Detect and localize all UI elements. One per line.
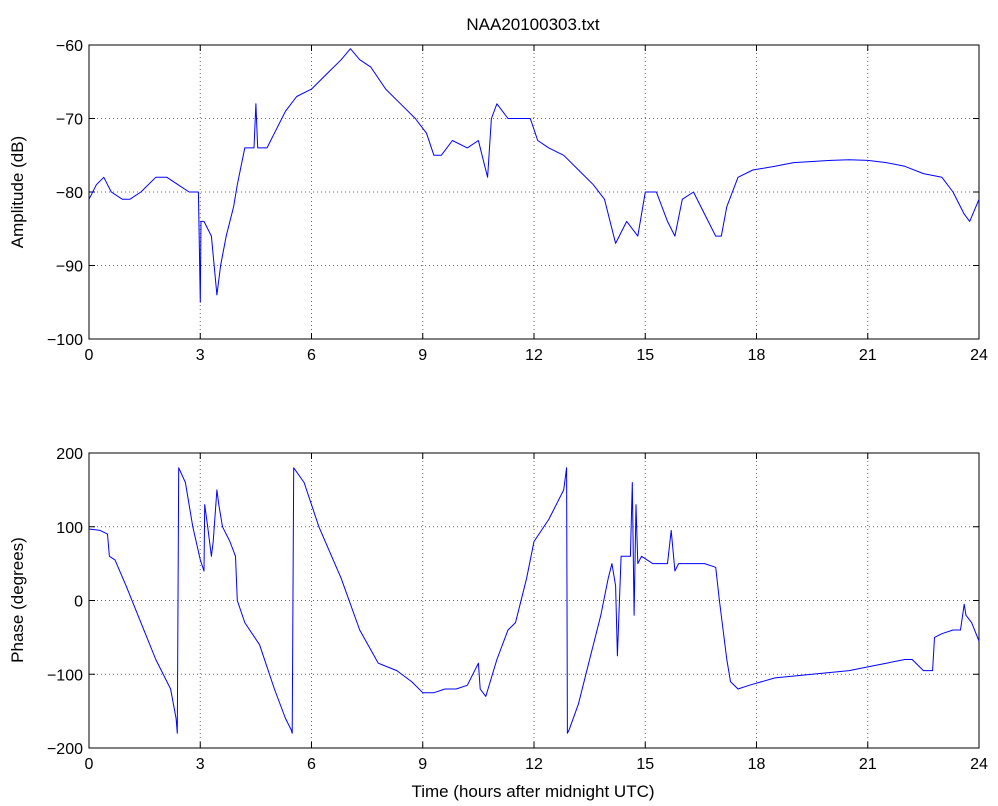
amplitude-ylabel: Amplitude (dB) bbox=[8, 136, 27, 248]
amplitude-series-line bbox=[88, 48, 980, 303]
phase-axes: 0 3 6 9 12 15 18 21 24 200 100 0 −100 −200 bbox=[47, 446, 988, 773]
phase-y-tick-label: 0 bbox=[74, 594, 83, 611]
phase-y-tick-label: −100 bbox=[47, 667, 83, 684]
amplitude-x-tick-label: 24 bbox=[970, 347, 988, 364]
phase-ylabel: Phase (degrees) bbox=[8, 537, 27, 663]
phase-x-tick-label: 12 bbox=[525, 756, 543, 773]
amplitude-x-tick-label: 15 bbox=[636, 347, 654, 364]
amplitude-x-tick-label: 0 bbox=[85, 347, 94, 364]
phase-series-line bbox=[88, 467, 980, 734]
phase-x-tick-label: 0 bbox=[85, 756, 94, 773]
amplitude-y-tick-label: −60 bbox=[56, 38, 83, 55]
phase-y-tick-label: 200 bbox=[56, 446, 83, 463]
time-xlabel: Time (hours after midnight UTC) bbox=[411, 782, 654, 801]
phase-x-tick-label: 3 bbox=[196, 756, 205, 773]
phase-x-tick-label: 21 bbox=[859, 756, 877, 773]
amplitude-axes: 0 3 6 9 12 15 18 21 24 −60 −70 −80 −90 −100 bbox=[47, 38, 988, 364]
amplitude-x-tick-label: 21 bbox=[859, 347, 877, 364]
amplitude-y-tick-label: −70 bbox=[56, 112, 83, 129]
phase-x-tick-label: 24 bbox=[970, 756, 988, 773]
phase-x-tick-label: 9 bbox=[418, 756, 427, 773]
phase-y-tick-label: −200 bbox=[47, 741, 83, 758]
amplitude-y-tick-label: −90 bbox=[56, 259, 83, 276]
amplitude-x-tick-label: 3 bbox=[196, 347, 205, 364]
amplitude-x-tick-label: 18 bbox=[748, 347, 766, 364]
amplitude-x-tick-label: 9 bbox=[418, 347, 427, 364]
amplitude-y-tick-label: −80 bbox=[56, 185, 83, 202]
amplitude-x-tick-label: 6 bbox=[307, 347, 316, 364]
amplitude-x-tick-label: 12 bbox=[525, 347, 543, 364]
phase-x-tick-label: 6 bbox=[307, 756, 316, 773]
chart-title: NAA20100303.txt bbox=[466, 15, 600, 34]
phase-y-tick-label: 100 bbox=[56, 520, 83, 537]
phase-x-tick-label: 18 bbox=[748, 756, 766, 773]
phase-x-tick-label: 15 bbox=[636, 756, 654, 773]
amplitude-y-tick-label: −100 bbox=[47, 332, 83, 349]
